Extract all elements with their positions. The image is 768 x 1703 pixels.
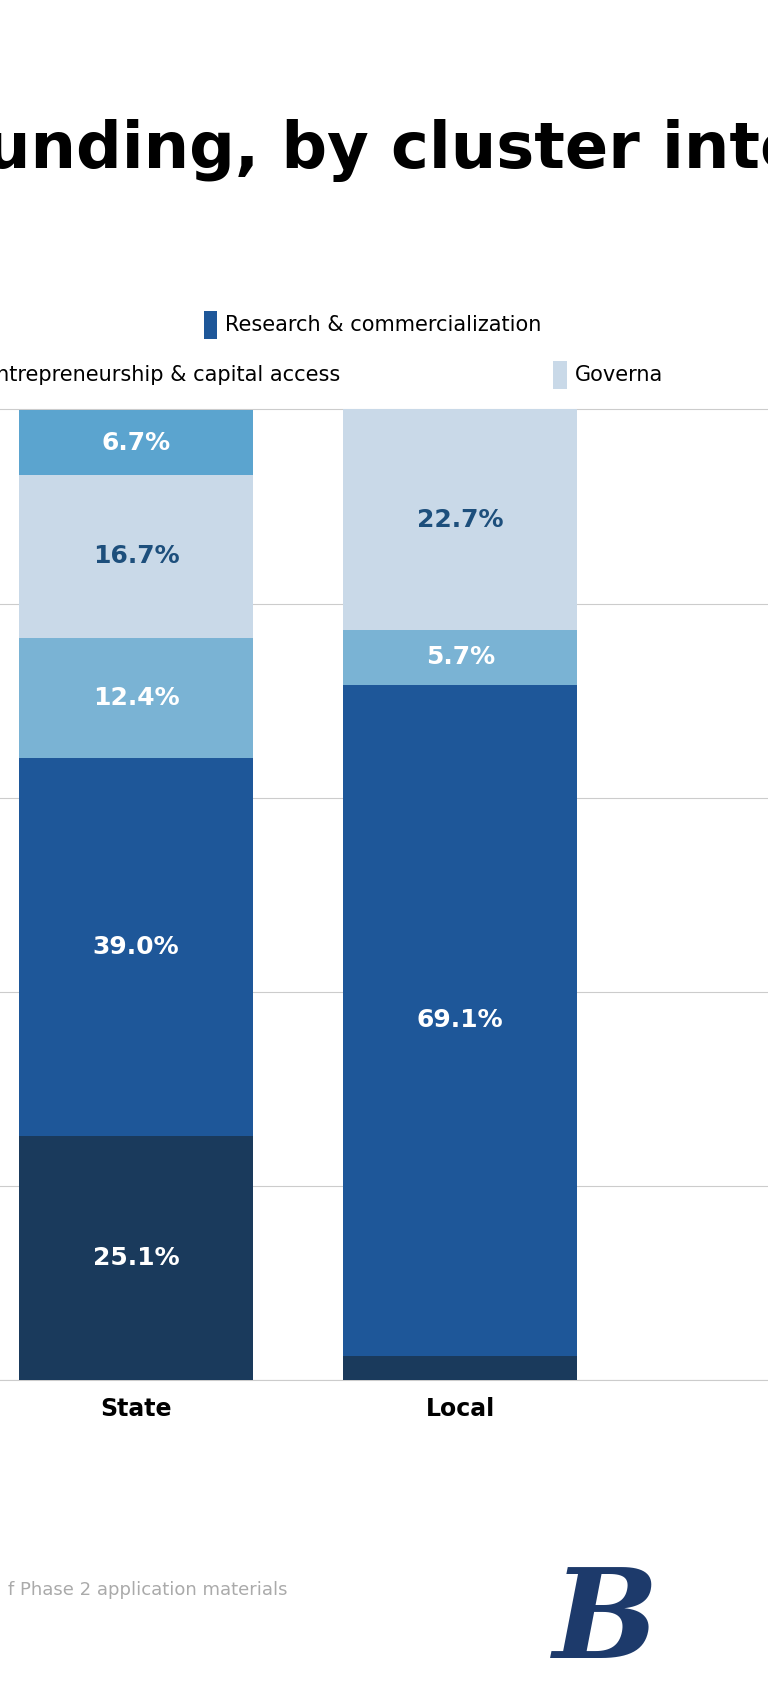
Bar	[19, 410, 253, 475]
Text: 6.7%: 6.7%	[101, 431, 170, 455]
Text: Research & commercialization: Research & commercialization	[225, 315, 541, 335]
Bar	[343, 409, 577, 630]
Text: B: B	[553, 1563, 659, 1684]
Bar	[343, 1356, 577, 1379]
Text: Governa: Governa	[574, 364, 663, 385]
Bar	[343, 630, 577, 685]
Bar	[343, 685, 577, 1356]
Text: 5.7%: 5.7%	[425, 645, 495, 669]
Text: 12.4%: 12.4%	[93, 686, 180, 710]
Text: 25.1%: 25.1%	[93, 1247, 180, 1270]
Text: 22.7%: 22.7%	[417, 507, 503, 531]
Bar	[19, 475, 253, 637]
Text: f Phase 2 application materials: f Phase 2 application materials	[8, 1580, 287, 1599]
Text: 16.7%: 16.7%	[93, 545, 180, 569]
Bar	[19, 637, 253, 758]
Text: 39.0%: 39.0%	[93, 935, 180, 959]
Bar	[19, 758, 253, 1136]
Text: unding, by cluster interven: unding, by cluster interven	[0, 119, 768, 182]
Text: 69.1%: 69.1%	[417, 1008, 504, 1032]
Bar	[19, 1136, 253, 1379]
Text: Entrepreneurship & capital access: Entrepreneurship & capital access	[0, 364, 340, 385]
